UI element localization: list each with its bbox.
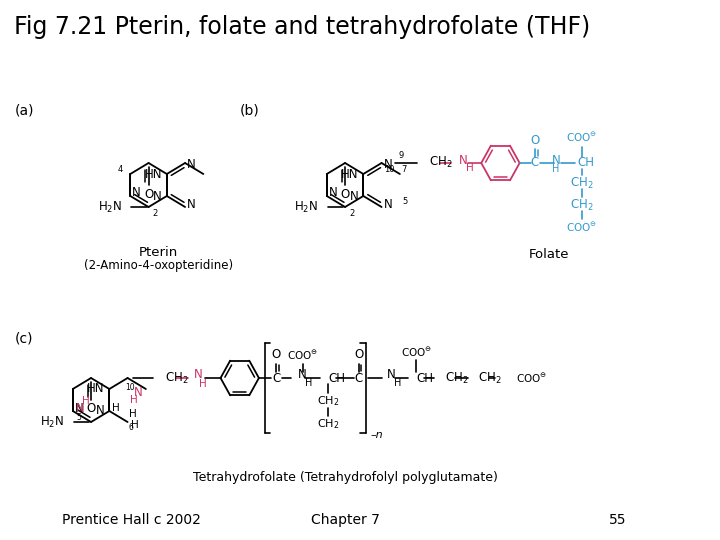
Text: (2-Amino-4-oxopteridine): (2-Amino-4-oxopteridine) (84, 260, 233, 273)
Text: C: C (354, 372, 363, 384)
Text: –n: –n (370, 430, 383, 440)
Text: H: H (199, 379, 207, 389)
Text: CH$_2$: CH$_2$ (478, 370, 502, 386)
Text: 4: 4 (117, 165, 122, 174)
Text: COO$^{\ominus}$: COO$^{\ominus}$ (516, 372, 546, 384)
Text: C: C (272, 372, 280, 384)
Text: O: O (341, 187, 350, 200)
Text: Pterin: Pterin (138, 246, 178, 260)
Text: 6: 6 (128, 422, 133, 431)
Text: CH$_2$: CH$_2$ (317, 417, 339, 431)
Text: CH$_2$: CH$_2$ (428, 154, 452, 170)
Text: 7: 7 (402, 165, 407, 173)
Text: C: C (531, 157, 539, 170)
Text: N: N (75, 402, 84, 415)
Text: N: N (134, 386, 143, 399)
Text: CH$_2$: CH$_2$ (317, 394, 339, 408)
Text: 10: 10 (126, 382, 135, 392)
Text: N: N (329, 186, 338, 199)
Text: H$_2$N: H$_2$N (98, 199, 122, 214)
Text: O: O (86, 402, 96, 415)
Text: Prentice Hall c 2002: Prentice Hall c 2002 (63, 513, 201, 527)
Text: COO$^{\ominus}$: COO$^{\ominus}$ (567, 220, 598, 233)
Text: CH$_2$: CH$_2$ (570, 176, 594, 191)
Text: O: O (144, 187, 153, 200)
Text: H: H (82, 396, 90, 406)
Text: N: N (187, 198, 196, 211)
Text: CH$_2$: CH$_2$ (570, 198, 594, 213)
Text: H: H (394, 378, 402, 388)
Text: 55: 55 (608, 513, 626, 527)
Text: COO$^{\ominus}$: COO$^{\ominus}$ (567, 131, 598, 144)
Text: H: H (305, 378, 312, 388)
Text: 5: 5 (76, 413, 81, 422)
Text: Chapter 7: Chapter 7 (310, 513, 379, 527)
Text: N: N (76, 402, 84, 415)
Text: CH: CH (328, 372, 345, 384)
Text: (a): (a) (14, 103, 34, 117)
Text: N: N (96, 404, 104, 417)
Text: N: N (384, 159, 392, 172)
Text: H: H (112, 403, 120, 413)
Text: HN: HN (341, 167, 359, 180)
Text: H: H (130, 409, 138, 419)
Text: CH: CH (577, 157, 594, 170)
Text: (c): (c) (14, 331, 33, 345)
Text: N: N (552, 153, 560, 166)
Text: Tetrahydrofolate (Tetrahydrofolyl polyglutamate): Tetrahydrofolate (Tetrahydrofolyl polygl… (193, 471, 498, 484)
Text: CH: CH (416, 372, 433, 384)
Text: H$_2$N: H$_2$N (40, 415, 64, 429)
Text: N: N (459, 153, 468, 166)
Text: HN: HN (87, 382, 104, 395)
Text: O: O (531, 133, 539, 146)
Text: N: N (387, 368, 396, 381)
Text: N: N (132, 186, 141, 199)
Text: 5: 5 (402, 197, 408, 206)
Text: Fig 7.21 Pterin, folate and tetrahydrofolate (THF): Fig 7.21 Pterin, folate and tetrahydrofo… (14, 15, 590, 39)
Text: H: H (552, 164, 559, 174)
Text: H$_2$N: H$_2$N (294, 199, 318, 214)
Text: CH$_2$: CH$_2$ (165, 370, 189, 386)
Text: N: N (194, 368, 202, 381)
Text: N: N (153, 190, 162, 202)
Text: H: H (131, 420, 139, 430)
Text: Folate: Folate (529, 248, 570, 261)
Text: 2: 2 (153, 208, 158, 218)
Text: N: N (350, 190, 359, 202)
Text: O: O (354, 348, 363, 361)
Text: N: N (298, 368, 307, 381)
Text: H: H (466, 163, 474, 173)
Text: HN: HN (145, 167, 162, 180)
Text: COO$^{\ominus}$: COO$^{\ominus}$ (287, 348, 318, 362)
Text: COO$^{\ominus}$: COO$^{\ominus}$ (400, 346, 431, 359)
Text: CH$_2$: CH$_2$ (445, 370, 469, 386)
Text: H: H (130, 395, 138, 405)
Text: 10: 10 (384, 165, 395, 173)
Text: N: N (187, 159, 196, 172)
Text: O: O (271, 348, 281, 361)
Text: 9: 9 (398, 152, 403, 160)
Text: (b): (b) (240, 103, 259, 117)
Text: N: N (384, 198, 392, 211)
Text: 2: 2 (349, 208, 354, 218)
